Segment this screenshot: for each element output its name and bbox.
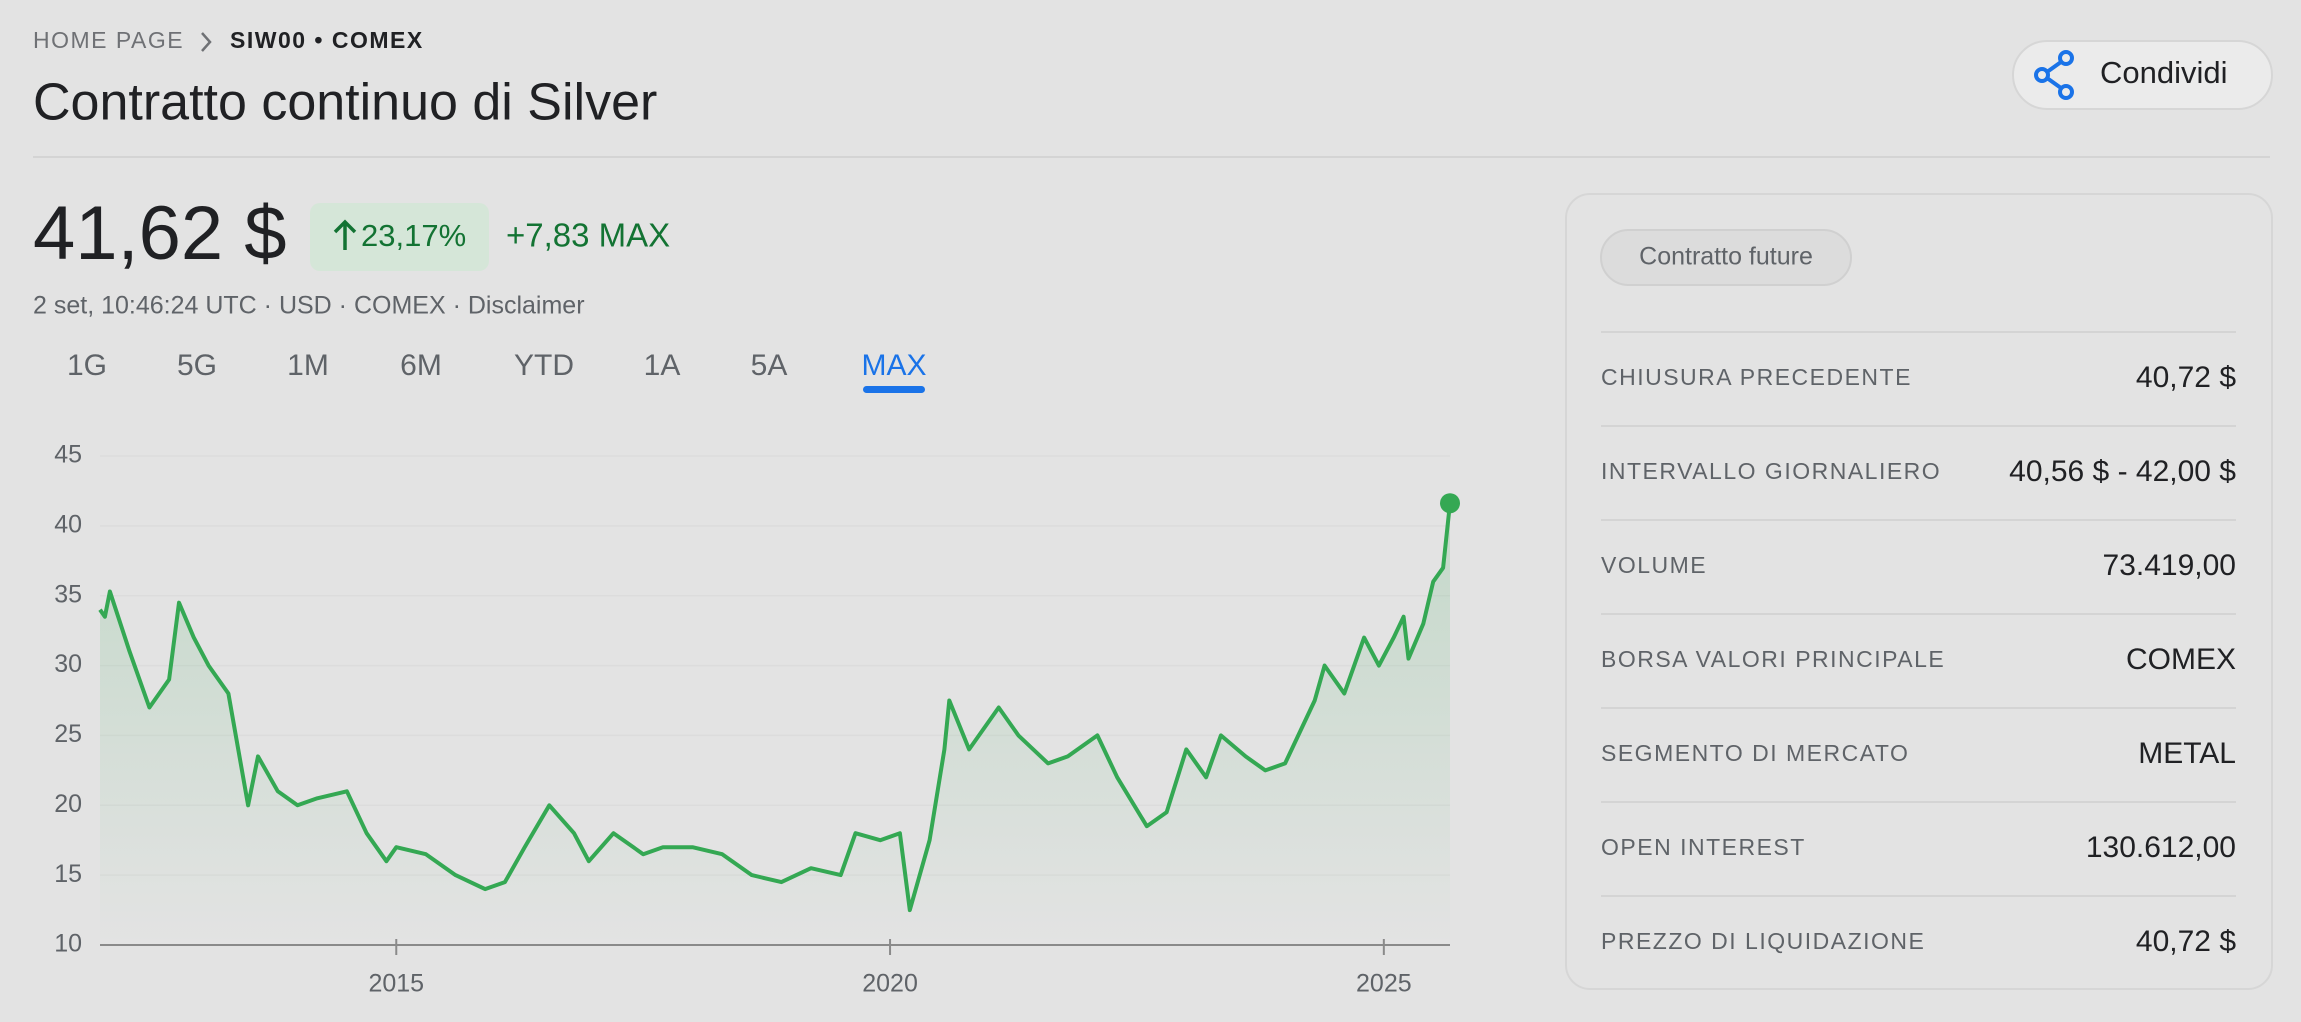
page-title: Contratto continuo di Silver	[33, 74, 657, 132]
row-label: CHIUSURA PRECEDENTE	[1601, 364, 1912, 390]
x-tick-label: 2015	[368, 970, 424, 998]
tab-underline	[863, 386, 925, 393]
range-tab[interactable]: 6M	[400, 349, 442, 382]
y-tick-label: 25	[54, 720, 82, 748]
y-tick-label: 35	[54, 580, 82, 608]
breadcrumb-chevron	[201, 32, 212, 52]
up-arrow	[333, 219, 357, 250]
range-tab[interactable]: 5G	[177, 349, 217, 382]
y-tick-label: 15	[54, 860, 82, 888]
share-icon	[2034, 50, 2074, 100]
panel-badge	[1600, 229, 1852, 286]
area	[100, 503, 1450, 945]
row-label: SEGMENTO DI MERCATO	[1601, 740, 1909, 766]
row-label: BORSA VALORI PRINCIPALE	[1601, 646, 1945, 672]
row-value: 40,72 $	[2136, 361, 2236, 394]
share-button[interactable]: Condividi	[2012, 40, 2273, 110]
price-line	[98, 502, 1452, 913]
row-label: PREZZO DI LIQUIDAZIONE	[1601, 928, 1925, 954]
y-tick-label: 10	[54, 930, 82, 958]
row-value: 40,56 $ - 42,00 $	[2009, 455, 2236, 488]
range-tabs: 1G 5G 1M 6M YTD 1A 5A MAX	[67, 349, 927, 393]
panel-rows: CHIUSURA PRECEDENTE 40,72 $ INTERVALLO GIO…	[1601, 331, 2236, 958]
row-label: OPEN INTEREST	[1601, 834, 1806, 860]
y-tick-label: 30	[54, 650, 82, 678]
y-tick-label: 45	[54, 441, 82, 469]
row-value: 130.612,00	[2086, 831, 2236, 864]
row-label: VOLUME	[1601, 552, 1707, 578]
row-value: COMEX	[2126, 643, 2236, 676]
change-badge	[310, 203, 489, 271]
range-tab[interactable]: 1M	[287, 349, 329, 382]
range-tab[interactable]: 1G	[67, 349, 107, 382]
change-pct: 23,17%	[361, 218, 466, 253]
range-tab[interactable]: 1A	[644, 349, 681, 382]
x-tick-label: 2025	[1356, 970, 1412, 998]
range-tab[interactable]: YTD	[514, 349, 574, 382]
quote-meta: 2 set, 10:46:24 UTC · USD · COMEX · Disc…	[33, 292, 585, 320]
row-label: INTERVALLO GIORNALIERO	[1601, 458, 1941, 484]
share-bg	[2012, 40, 2273, 110]
range-tab[interactable]: MAX	[861, 349, 926, 382]
row-value: METAL	[2138, 737, 2236, 770]
row-value: 40,72 $	[2136, 925, 2236, 958]
breadcrumb-home[interactable]: HOME PAGE	[33, 27, 184, 53]
price: 41,62 $	[33, 191, 287, 276]
panel-badge-label: Contratto future	[1639, 243, 1813, 271]
y-tick-label: 20	[54, 790, 82, 818]
y-tick-label: 40	[54, 510, 82, 538]
x-tick-label: 2020	[862, 970, 918, 998]
last-point	[1440, 493, 1460, 514]
share-label: Condividi	[2100, 55, 2228, 90]
row-value: 73.419,00	[2103, 549, 2236, 582]
change-abs: +7,83 MAX	[506, 217, 670, 254]
breadcrumb-current: SIW00 • COMEX	[230, 27, 424, 53]
info-panel	[1565, 193, 2273, 990]
range-tab[interactable]: 5A	[751, 349, 788, 382]
